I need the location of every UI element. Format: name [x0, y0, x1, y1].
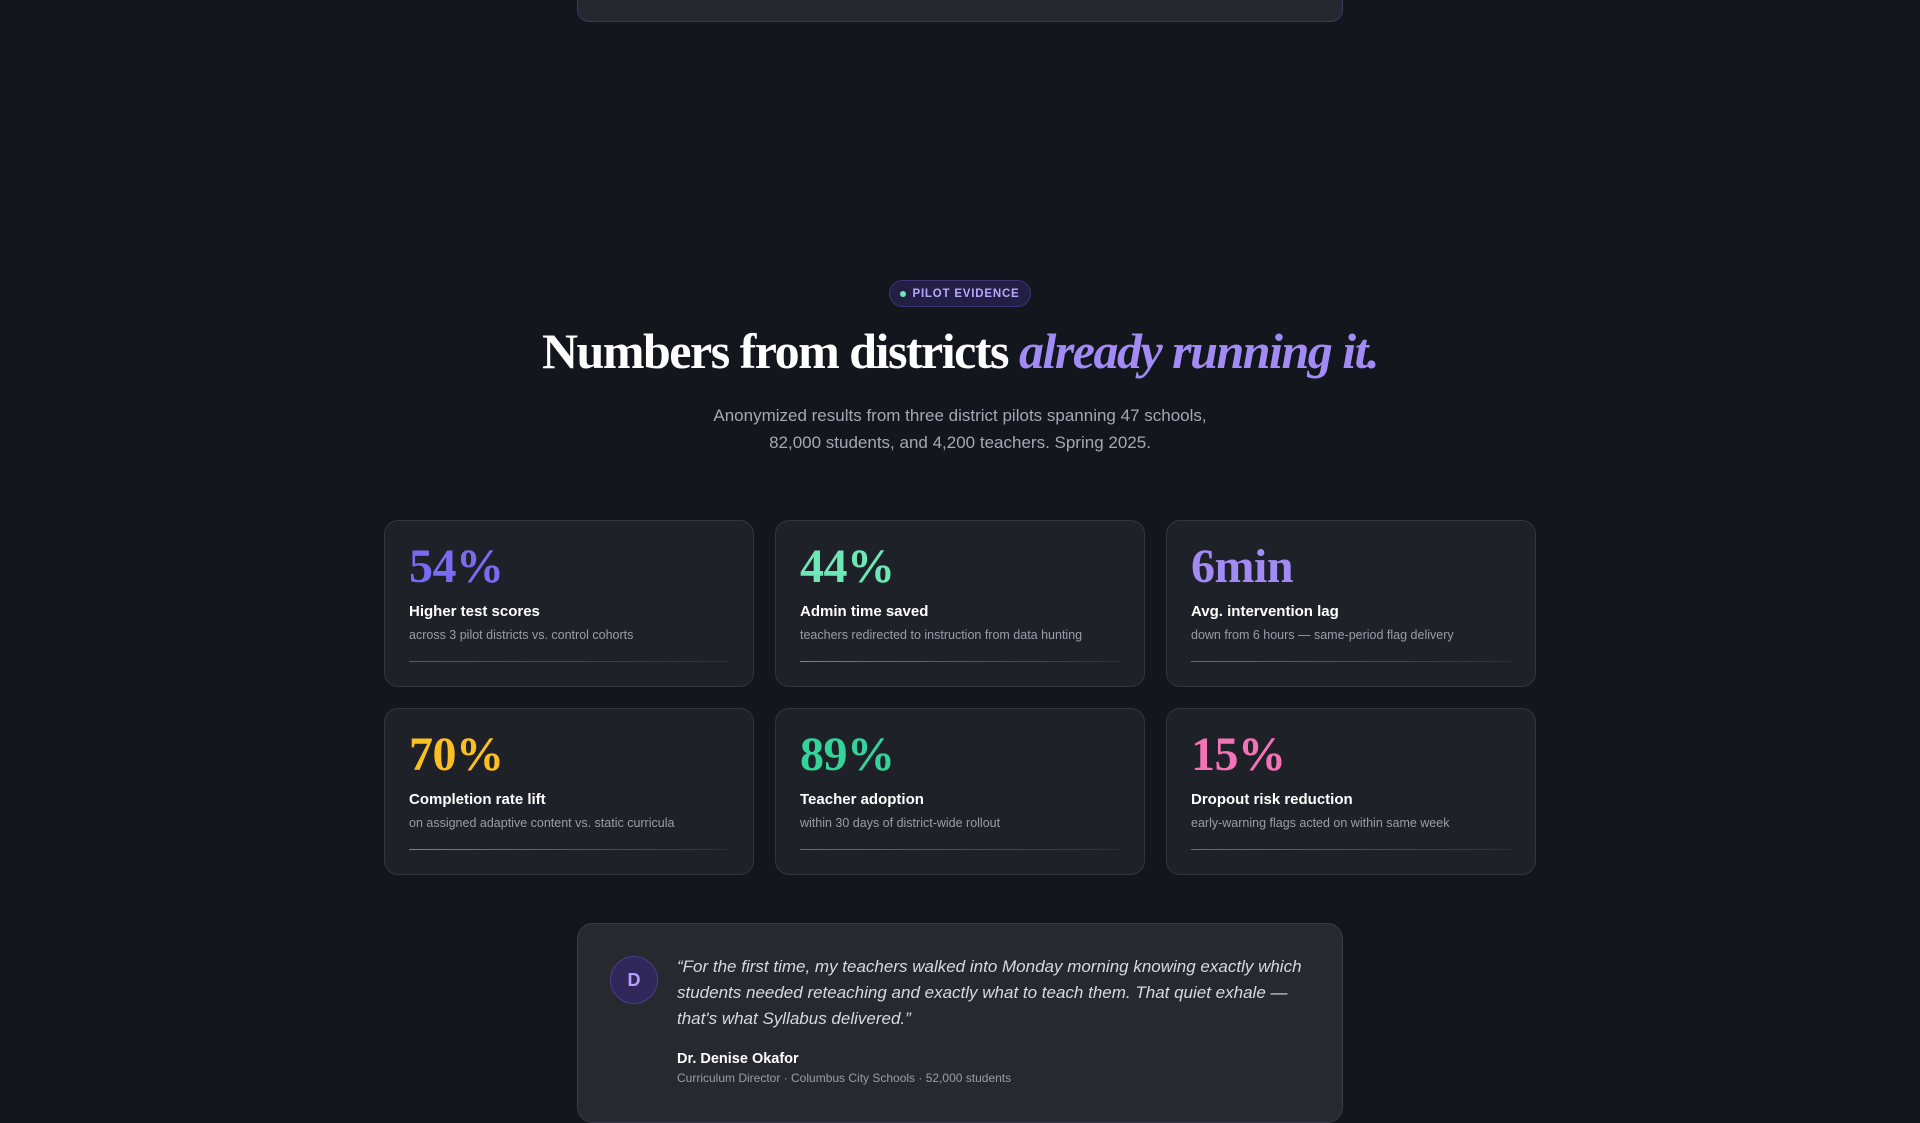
stat-value: 70%: [409, 728, 504, 781]
stat-card: 15% Dropout risk reduction early-warning f…: [1166, 708, 1536, 875]
quote: “For the first time, my teachers walked …: [677, 957, 1302, 1028]
avatar: D: [610, 956, 658, 1004]
section-heading: Numbers from districts already running i…: [0, 322, 1920, 380]
stat-card: 89% Teacher adoption within 30 days of dis…: [775, 708, 1145, 875]
stat-description: across 3 pilot districts vs. control coh…: [409, 628, 634, 642]
stat-label: Dropout risk reduction: [1191, 791, 1353, 808]
stat-description: early-warning flags acted on within same…: [1191, 816, 1450, 830]
stat-label: Higher test scores: [409, 603, 540, 620]
heading-accent: already running it.: [1018, 323, 1380, 379]
stat-rule: [1191, 661, 1511, 662]
stat-rule: [409, 661, 729, 662]
stat-rule: [409, 849, 729, 850]
stat-card: 6min Avg. intervention lag down from 6 hou…: [1166, 520, 1536, 687]
stat-description: within 30 days of district-wide rollout: [800, 816, 1001, 830]
badge-dot: [900, 290, 907, 297]
stat-value: 89%: [800, 728, 895, 781]
previous-card: [577, 0, 1343, 22]
stat-value: 44%: [800, 540, 895, 593]
author-name: Dr. Denise Okafor: [677, 1051, 799, 1067]
stat-card: 44% Admin time saved teachers redirected t…: [775, 520, 1145, 687]
stat-label: Completion rate lift: [409, 791, 546, 808]
stat-label: Avg. intervention lag: [1191, 603, 1339, 620]
subtitle-line: Anonymized results from three district p…: [713, 406, 1207, 425]
subtitle-line: 82,000 students, and 4,200 teachers. Spr…: [769, 433, 1151, 452]
badge-text: PILOT EVIDENCE: [912, 287, 1020, 300]
testimonial-card: D “For the first time, my teachers walke…: [577, 923, 1343, 1123]
stat-card: 70% Completion rate lift on assigned adapt…: [384, 708, 754, 875]
stat-rule: [1191, 849, 1511, 850]
section-badge: PILOT EVIDENCE: [889, 280, 1031, 307]
stat-value: 6min: [1191, 540, 1294, 593]
stat-value: 54%: [409, 540, 504, 593]
stat-description: down from 6 hours — same-period flag del…: [1191, 628, 1454, 642]
stat-rule: [800, 849, 1120, 850]
stat-label: Teacher adoption: [800, 791, 924, 808]
stat-value: 15%: [1191, 728, 1286, 781]
author-role: Curriculum Director · Columbus City Scho…: [677, 1071, 1012, 1085]
stat-label: Admin time saved: [800, 603, 929, 620]
stat-card: 54% Higher test scores across 3 pilot dist…: [384, 520, 754, 687]
stat-description: on assigned adaptive content vs. static …: [409, 816, 675, 830]
stat-description: teachers redirected to instruction from …: [800, 628, 1083, 642]
heading-plain: Numbers from districts: [541, 323, 1010, 379]
section-subtitle: Anonymized results from three district p…: [0, 402, 1920, 456]
stat-rule: [800, 661, 1120, 662]
